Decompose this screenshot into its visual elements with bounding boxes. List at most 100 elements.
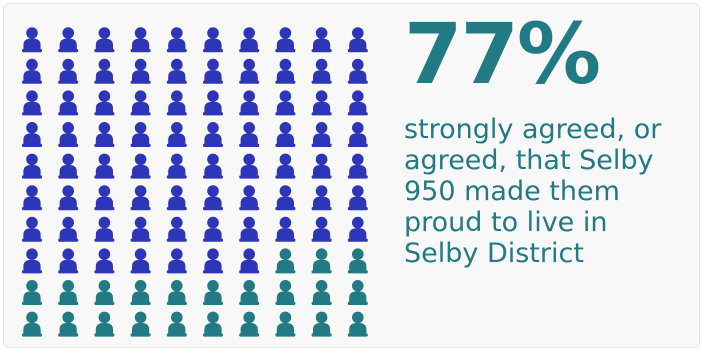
person-icon-remaining [166,280,187,305]
caption-line: Selby District [404,238,584,269]
person-icon-remaining [94,311,115,337]
person-icon-filled [94,153,115,179]
person-icon-filled [311,216,332,242]
person-icon-filled [203,185,223,211]
person-icon-filled [311,153,332,179]
person-icon-filled [22,58,42,84]
person-icon-filled [94,216,115,242]
person-icon-filled [275,153,296,179]
pictogram-grid [22,27,368,337]
person-icon-filled [239,216,260,242]
person-icon-filled [311,122,332,147]
person-icon-remaining [311,280,332,305]
person-icon-filled [239,185,260,211]
person-icon-filled [58,27,79,53]
person-icon-remaining [275,280,296,305]
person-icon-filled [166,58,187,84]
person-icon-remaining [311,311,332,337]
person-icon-filled [58,58,79,84]
person-icon-remaining [58,280,79,305]
person-icon-filled [130,90,151,116]
person-icon-remaining [275,248,296,274]
person-icon-filled [311,185,332,211]
person-icon-filled [239,58,260,84]
person-icon-filled [311,58,332,84]
person-icon-filled [166,248,187,274]
person-icon-filled [275,122,296,147]
person-icon-remaining [239,311,260,337]
person-icon-filled [347,58,368,84]
person-icon-filled [58,122,79,147]
person-icon-filled [203,216,223,242]
person-icon-remaining [94,280,115,305]
person-icon-filled [275,185,296,211]
person-icon-filled [203,153,223,179]
person-icon-filled [94,185,115,211]
person-icon-filled [166,90,187,116]
person-icon-filled [22,90,42,116]
person-icon-filled [166,27,187,53]
person-icon-filled [94,58,115,84]
person-icon-remaining [347,280,368,305]
person-icon-remaining [203,311,223,337]
person-icon-filled [94,122,115,147]
person-icon-filled [347,153,368,179]
person-icon-filled [166,122,187,147]
caption-line: agreed, that Selby [404,145,654,176]
person-icon-filled [58,90,79,116]
person-icon-filled [58,185,79,211]
person-icon-filled [130,122,151,147]
person-icon-remaining [130,280,151,305]
person-icon-filled [347,185,368,211]
person-icon-filled [347,27,368,53]
person-icon-filled [203,248,223,274]
person-icon-filled [203,27,223,53]
person-icon-remaining [22,280,42,305]
person-icon-remaining [275,311,296,337]
person-icon-filled [203,90,223,116]
person-icon-filled [347,90,368,116]
person-icon-filled [166,185,187,211]
person-icon-filled [166,216,187,242]
person-icon-filled [130,27,151,53]
person-icon-remaining [239,280,260,305]
caption: strongly agreed, or agreed, that Selby 950… [404,114,694,269]
person-icon-remaining [347,248,368,274]
person-icon-filled [22,248,42,274]
person-icon-filled [239,27,260,53]
person-icon-filled [203,58,223,84]
person-icon-filled [239,153,260,179]
person-icon-filled [130,248,151,274]
person-icon-filled [58,153,79,179]
person-icon-filled [94,27,115,53]
person-icon-filled [22,27,42,53]
person-icon-filled [239,248,260,274]
person-icon-remaining [203,280,223,305]
caption-line: 950 made them [404,176,620,207]
person-icon-remaining [311,248,332,274]
person-icon-remaining [58,311,79,337]
caption-line: strongly agreed, or [404,114,662,145]
person-icon-filled [347,122,368,147]
caption-line: proud to live in [404,207,608,238]
person-icon-filled [166,153,187,179]
person-icon-filled [347,216,368,242]
person-icon-filled [22,153,42,179]
person-icon-filled [130,185,151,211]
person-icon-filled [58,248,79,274]
person-icon-filled [239,90,260,116]
person-icon-filled [311,27,332,53]
person-icon-filled [130,216,151,242]
person-icon-filled [22,216,42,242]
person-icon-filled [22,185,42,211]
person-icon-filled [130,153,151,179]
person-icon-filled [275,58,296,84]
headline-percentage: 77% [404,5,601,103]
person-icon-remaining [347,311,368,337]
person-icon-filled [58,216,79,242]
person-icon-filled [94,248,115,274]
person-icon-filled [22,122,42,147]
person-icon-filled [130,58,151,84]
person-icon-filled [94,90,115,116]
person-icon-filled [275,90,296,116]
